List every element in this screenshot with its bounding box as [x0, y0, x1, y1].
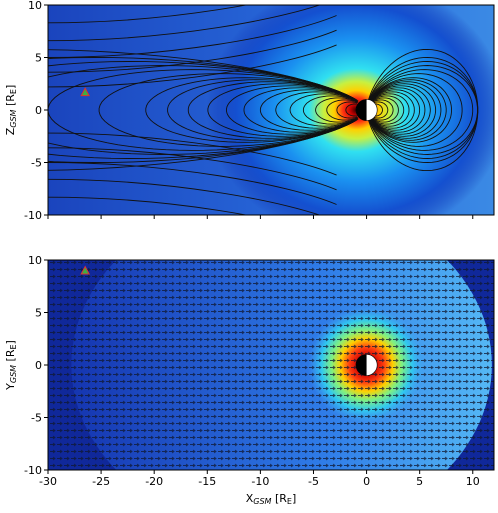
y-tick-label: -5 — [31, 412, 42, 425]
earth-night — [355, 99, 367, 121]
y-tick-label: 10 — [28, 254, 42, 267]
label-subscript: E — [287, 497, 292, 506]
field-line — [259, 89, 357, 131]
field-line — [226, 85, 359, 135]
tail-line — [48, 196, 249, 215]
field-line — [289, 93, 359, 127]
axis-label: YGSM [RE] — [4, 340, 18, 391]
label-part: ] — [292, 492, 296, 505]
field-line — [167, 79, 358, 141]
field-line — [372, 97, 399, 123]
tail-line — [48, 15, 337, 58]
field-line — [374, 103, 383, 117]
label-subscript: GSM — [9, 109, 18, 127]
label-subscript: GSM — [9, 365, 18, 383]
tail-line — [48, 44, 337, 88]
tail-line — [48, 29, 337, 73]
field-line — [336, 101, 358, 119]
y-tick-label: 10 — [28, 0, 42, 12]
axis-label: ZGSM [RE] — [4, 85, 18, 136]
field-line — [370, 87, 426, 133]
quiver — [48, 260, 494, 470]
tail-line — [48, 147, 337, 191]
label-subscript: GSM — [253, 497, 271, 506]
field-line — [371, 93, 410, 127]
y-tick-label: 0 — [35, 104, 42, 117]
label-part: [R — [4, 349, 17, 365]
field-line — [48, 49, 356, 171]
y-tick-label: 5 — [35, 52, 42, 65]
label-subscript: E — [9, 344, 18, 349]
field-line — [370, 91, 415, 129]
axis-label: XGSM [RE] — [246, 492, 297, 506]
label-subscript: E — [9, 89, 18, 94]
label-part: Z — [4, 127, 17, 135]
label-part: ] — [4, 85, 17, 89]
field-line — [372, 99, 394, 121]
label-part: ] — [4, 340, 17, 344]
field-line — [370, 83, 437, 137]
x-tick-label: -10 — [251, 475, 269, 488]
field-line — [370, 85, 431, 135]
y-tick-label: -5 — [31, 157, 42, 170]
y-tick-label: -10 — [24, 464, 42, 477]
label-part: [R — [4, 94, 17, 110]
tail-line — [48, 5, 249, 24]
label-part: X — [246, 492, 254, 505]
earth-night — [355, 354, 367, 376]
field-line — [345, 103, 357, 117]
y-tick-label: -10 — [24, 209, 42, 222]
field-line — [326, 99, 359, 121]
field-line — [370, 81, 442, 139]
field-line — [243, 87, 358, 133]
label-part: Y — [4, 383, 17, 391]
spacecraft-marker — [80, 265, 91, 275]
field-line — [145, 77, 357, 143]
field-line — [48, 61, 356, 159]
field-line — [48, 57, 355, 163]
tail-line — [48, 5, 321, 42]
field-line — [370, 77, 452, 143]
y-tick-label: 5 — [35, 307, 42, 320]
x-tick-label: 0 — [363, 475, 370, 488]
field-line — [369, 69, 474, 151]
x-tick-label: -30 — [39, 475, 57, 488]
x-tick-label: 5 — [416, 475, 423, 488]
field-line — [373, 101, 389, 119]
field-line — [315, 97, 358, 123]
field-line — [207, 83, 358, 137]
field-line — [48, 65, 358, 155]
x-tick-label: -15 — [198, 475, 216, 488]
tail-line — [48, 132, 337, 176]
field-line — [371, 89, 421, 131]
y-tick-label: 0 — [35, 359, 42, 372]
field-line — [369, 73, 463, 147]
field-line — [371, 95, 405, 125]
field-line — [275, 91, 359, 129]
field-line — [302, 95, 359, 125]
field-line — [98, 73, 358, 147]
label-part: [R — [271, 492, 287, 505]
x-tick-label: 10 — [466, 475, 480, 488]
tail-line — [48, 162, 337, 205]
field-line — [368, 48, 479, 172]
x-tick-label: -25 — [92, 475, 110, 488]
field-line — [369, 79, 447, 141]
spacecraft-marker — [80, 87, 91, 97]
x-tick-label: -20 — [145, 475, 163, 488]
x-tick-label: -5 — [308, 475, 319, 488]
plot-area — [48, 5, 494, 215]
plot-area — [48, 260, 494, 470]
tail-line — [48, 178, 321, 215]
field-line — [187, 81, 357, 139]
